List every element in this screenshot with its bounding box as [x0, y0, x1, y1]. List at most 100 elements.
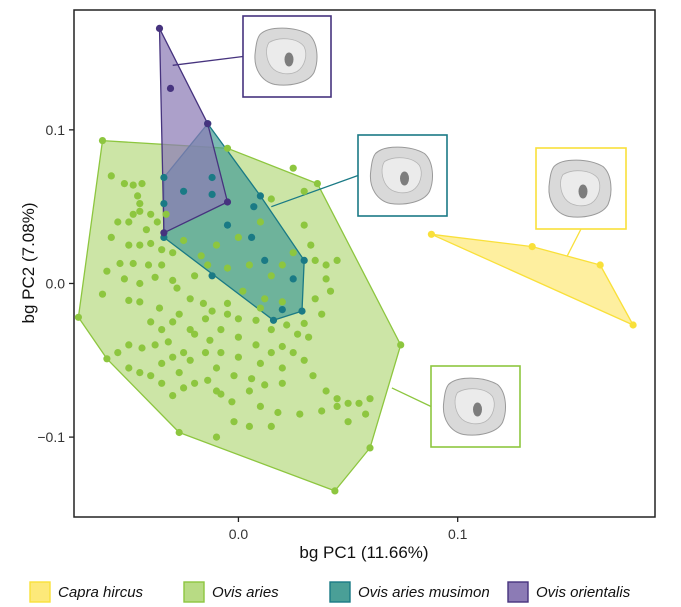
point-ovis-aries [169, 392, 177, 400]
legend-key-ovis-orientalis [507, 581, 529, 603]
point-ovis-aries [366, 444, 374, 452]
point-ovis-aries [256, 304, 264, 312]
point-ovis-aries [230, 418, 238, 426]
point-ovis-aries-musimon [208, 173, 216, 182]
point-ovis-aries-musimon [261, 256, 269, 264]
point-ovis-aries [107, 172, 115, 180]
point-capra-hircus [629, 321, 637, 329]
y-axis-ticks: −0.1 0.0 0.1 [37, 122, 74, 445]
point-ovis-aries [180, 384, 188, 392]
point-ovis-aries [129, 259, 137, 268]
point-ovis-aries [136, 298, 144, 306]
point-ovis-aries [278, 342, 286, 351]
connector-ovis-orientalis [172, 55, 244, 66]
point-ovis-aries [191, 272, 199, 280]
point-ovis-aries [186, 356, 194, 364]
point-ovis-aries [162, 210, 170, 218]
point-ovis-aries [201, 349, 210, 357]
point-ovis-aries [355, 399, 363, 407]
point-ovis-aries [206, 336, 214, 344]
point-ovis-aries [248, 375, 256, 383]
point-ovis-aries [296, 410, 304, 418]
bone-foramen [400, 171, 409, 186]
point-layer [74, 24, 637, 495]
point-ovis-aries [175, 428, 183, 437]
point-ovis-aries [125, 218, 133, 226]
point-ovis-aries-musimon [269, 316, 278, 324]
point-ovis-aries [197, 252, 205, 260]
point-ovis-aries [204, 261, 212, 269]
point-ovis-aries [129, 210, 137, 218]
point-ovis-aries-musimon [208, 272, 216, 280]
point-ovis-aries [311, 256, 319, 264]
point-ovis-aries [107, 233, 115, 241]
point-ovis-aries [114, 218, 122, 226]
point-ovis-aries [136, 241, 144, 249]
y-tick-label: 0.1 [46, 122, 66, 138]
point-ovis-aries [256, 218, 264, 226]
point-ovis-aries [151, 273, 159, 281]
point-ovis-aries [278, 261, 286, 269]
point-ovis-aries [175, 310, 183, 318]
point-ovis-aries [311, 295, 319, 303]
legend-label-ovis-aries: Ovis aries [212, 584, 279, 601]
connector-layer [172, 55, 582, 408]
point-ovis-aries [129, 181, 137, 189]
point-capra-hircus [427, 230, 435, 238]
y-tick-label: 0.0 [46, 275, 66, 291]
legend-key-ovis-aries-musimon [329, 581, 351, 603]
point-capra-hircus [528, 243, 536, 251]
point-ovis-aries [74, 313, 82, 321]
point-ovis-aries-musimon [160, 173, 168, 182]
point-ovis-aries [234, 333, 242, 341]
point-ovis-aries [261, 381, 269, 389]
point-ovis-aries [326, 287, 335, 295]
point-ovis-aries [155, 304, 164, 312]
point-ovis-aries [136, 200, 144, 208]
point-ovis-aries [147, 239, 155, 248]
point-ovis-aries [223, 264, 232, 272]
point-ovis-aries-musimon [250, 203, 258, 211]
bone-illustration-ovis-aries-musimon [369, 146, 433, 205]
point-ovis-aries [245, 261, 253, 269]
point-ovis-aries [278, 298, 286, 306]
point-ovis-aries [151, 341, 159, 349]
point-ovis-aries [313, 180, 321, 188]
point-ovis-aries-musimon [289, 275, 297, 283]
point-ovis-aries [103, 355, 111, 363]
point-ovis-aries [114, 349, 122, 357]
point-ovis-aries [267, 422, 275, 430]
point-ovis-aries [125, 241, 133, 249]
point-ovis-aries [180, 236, 188, 245]
point-ovis-aries [98, 290, 107, 298]
point-ovis-aries [333, 402, 341, 410]
point-ovis-aries [223, 144, 232, 152]
point-ovis-aries [223, 310, 232, 318]
point-ovis-aries [274, 408, 282, 417]
point-ovis-aries [289, 164, 297, 172]
point-ovis-aries [136, 207, 144, 215]
point-ovis-aries [158, 379, 166, 387]
point-ovis-aries [309, 372, 317, 380]
point-ovis-aries [267, 272, 275, 280]
point-ovis-aries [261, 295, 269, 303]
point-ovis-aries [300, 187, 308, 195]
point-ovis-aries [307, 241, 315, 249]
point-ovis-aries [217, 349, 225, 357]
legend-key-capra-hircus [29, 581, 51, 603]
point-ovis-aries-musimon [160, 200, 168, 208]
point-ovis-aries [366, 395, 374, 403]
point-ovis-orientalis [166, 84, 175, 92]
point-ovis-aries-musimon [256, 192, 264, 200]
connector-ovis-aries-musimon [271, 174, 359, 208]
point-ovis-aries [173, 284, 181, 292]
legend-label-ovis-orientalis: Ovis orientalis [536, 584, 631, 601]
point-ovis-aries [234, 315, 242, 323]
point-ovis-aries [199, 299, 207, 307]
point-ovis-aries [322, 275, 330, 283]
point-ovis-aries [98, 137, 107, 145]
point-ovis-aries [208, 307, 216, 315]
point-ovis-aries [142, 226, 150, 234]
point-ovis-aries [116, 259, 124, 268]
